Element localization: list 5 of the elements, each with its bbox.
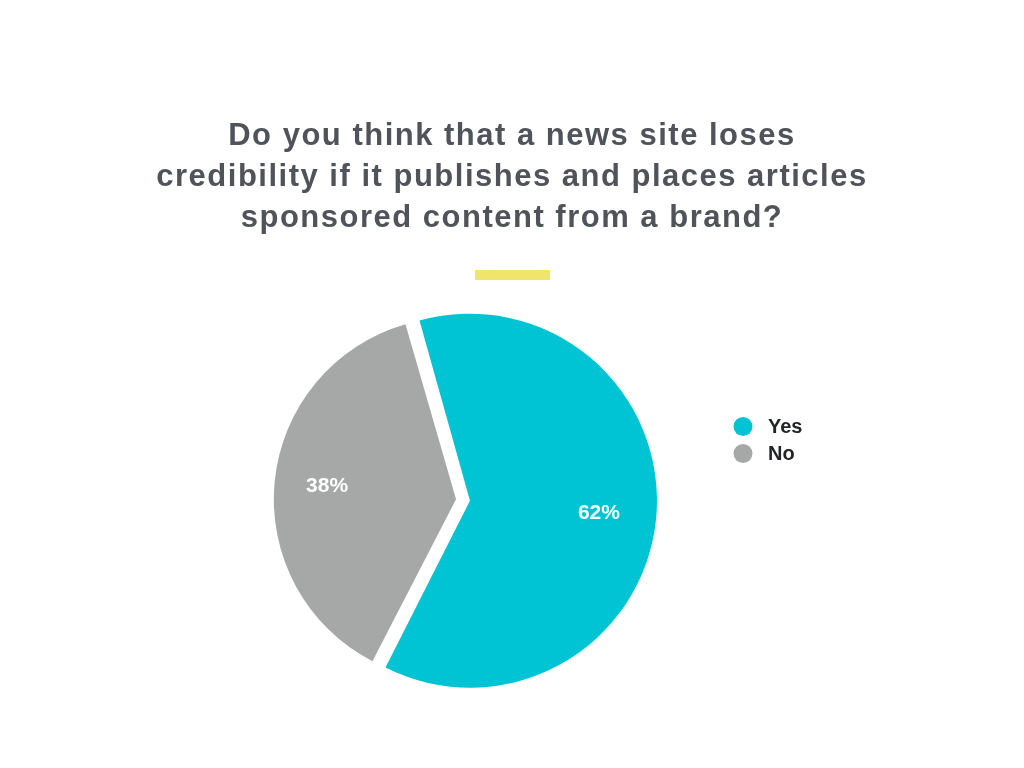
legend-label: Yes (768, 415, 803, 438)
legend-label: No (768, 442, 795, 465)
data-label: 62% (577, 500, 621, 524)
data-label: 38% (306, 473, 349, 497)
chart-title: Do you think that a news site loses credibility if it publishes and places articles sponsored content from a brand? (155, 116, 869, 236)
